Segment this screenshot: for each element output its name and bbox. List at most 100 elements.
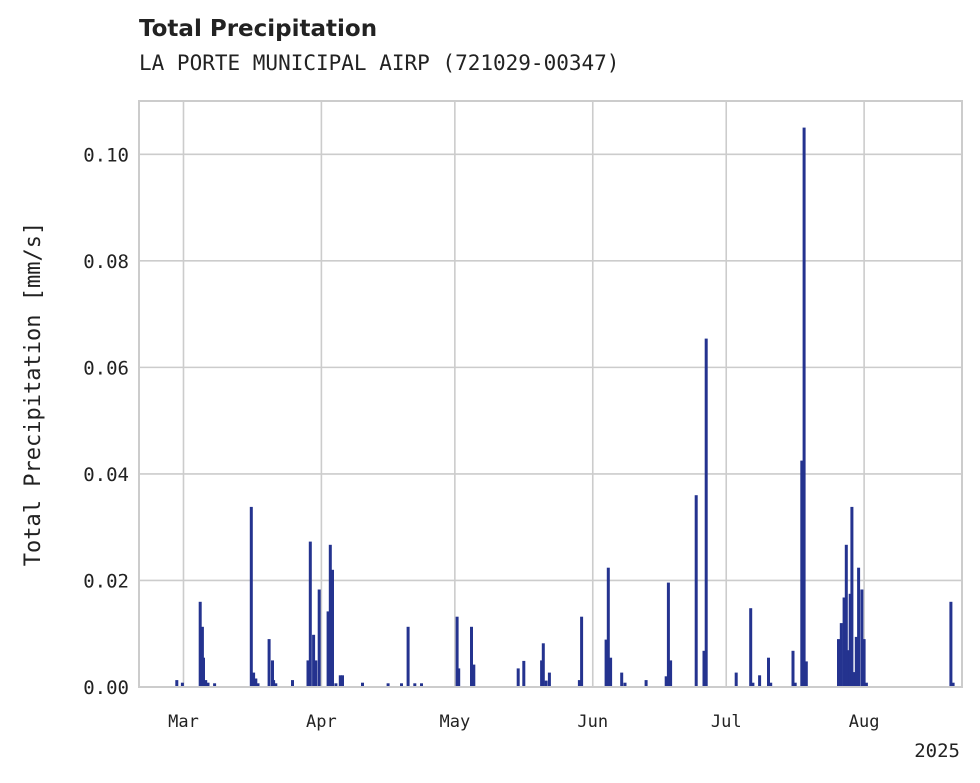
precip-bar (516, 668, 520, 687)
precip-bar (767, 657, 770, 687)
precip-bar (457, 668, 461, 687)
x-tick-label: Apr (306, 712, 337, 732)
x-tick-label: Mar (168, 712, 199, 732)
precip-bar (804, 661, 808, 687)
x-tick-label: May (439, 712, 470, 732)
precip-bar (949, 601, 953, 687)
precip-bar (334, 683, 338, 687)
precip-bar (254, 678, 258, 687)
precip-bar (308, 541, 312, 687)
precip-bar (291, 680, 294, 687)
precip-bar (749, 608, 753, 687)
chart-title: Total Precipitation (139, 16, 378, 42)
precip-bar (204, 680, 208, 687)
precip-bar (271, 660, 274, 687)
chart-subtitle: LA PORTE MUNICIPAL AIRP (721029-00347) (139, 51, 620, 75)
precip-bar (666, 582, 670, 687)
precip-bar (852, 672, 856, 687)
precip-bar (664, 676, 668, 687)
precip-bar (331, 569, 334, 687)
precip-bar (328, 544, 332, 687)
y-tick-label: 0.04 (83, 464, 129, 486)
precip-bar (669, 660, 673, 687)
x-tick-labels: Mar Apr May Jun Jul Aug (168, 712, 879, 732)
precip-bar (540, 660, 544, 687)
precip-bar (609, 657, 613, 687)
y-axis-label: Total Precipitation [mm/s] (21, 222, 46, 566)
x-tick-label: Aug (849, 712, 880, 732)
precip-bar (847, 650, 851, 687)
x-tick-label: Jun (577, 712, 608, 732)
precip-bar (604, 639, 608, 687)
y-tick-label: 0.02 (83, 570, 129, 592)
precip-bar (844, 544, 848, 687)
precip-bar (850, 506, 854, 687)
precip-bar (848, 593, 852, 687)
precip-bar (200, 626, 204, 687)
precip-bar (198, 601, 202, 687)
precip-bar (769, 682, 773, 687)
precip-bar (734, 672, 738, 687)
precip-bar (274, 683, 278, 687)
precip-bar (249, 506, 253, 687)
y-tick-label: 0.00 (83, 677, 129, 699)
precip-bar (420, 683, 423, 687)
precip-bar (793, 682, 797, 687)
precip-bar (580, 616, 584, 687)
precip-bar (306, 660, 310, 687)
precip-bar (206, 682, 210, 687)
precip-bar (791, 650, 795, 687)
precip-bar (839, 623, 843, 687)
precip-bar (623, 682, 627, 687)
precip-bar (256, 683, 260, 687)
precip-bar (577, 680, 581, 687)
plot-frame (138, 100, 963, 688)
y-tick-label: 0.08 (83, 251, 129, 273)
precip-bar (702, 650, 706, 687)
precip-bar (857, 567, 861, 687)
year-label: 2025 (914, 740, 960, 762)
precip-bar (338, 675, 342, 687)
precip-bar (252, 672, 256, 687)
precip-bar (341, 675, 344, 687)
precip-bar (472, 664, 476, 687)
precip-bar (326, 611, 330, 687)
precip-bar (644, 680, 648, 687)
precip-bar (406, 626, 410, 687)
precip-bar (202, 657, 205, 687)
precip-bar (213, 683, 217, 687)
precip-bar (837, 639, 840, 687)
precip-bar (541, 643, 545, 687)
precip-bar (862, 639, 866, 687)
precip-bar (758, 675, 762, 687)
precip-bar (312, 634, 316, 687)
precip-bar (413, 683, 417, 687)
precip-bar (704, 338, 708, 687)
precip-bar (802, 127, 806, 688)
precip-bar (180, 682, 184, 687)
bars-layer (175, 127, 955, 688)
precip-bar (317, 589, 321, 687)
y-tick-label: 0.10 (83, 144, 129, 166)
grid-layer (139, 101, 962, 688)
precip-bar (314, 660, 318, 687)
precip-bar (694, 495, 698, 687)
precip-bar (854, 636, 858, 687)
precip-bar (620, 672, 624, 687)
precip-bar (860, 589, 864, 687)
precip-bar (455, 616, 459, 687)
precip-bar (751, 682, 755, 687)
precip-bar (606, 567, 610, 687)
precip-bar (400, 683, 403, 687)
precip-bar (386, 683, 390, 687)
y-tick-labels: 0.00 0.02 0.04 0.06 0.08 0.10 (83, 144, 129, 699)
precip-bar (267, 639, 271, 687)
precip-bar (272, 680, 276, 687)
y-tick-label: 0.06 (83, 357, 129, 379)
precip-bar (175, 680, 179, 687)
precip-bar (842, 597, 846, 687)
precip-bar (361, 682, 364, 687)
precip-bar (547, 672, 551, 687)
precip-bar (470, 626, 473, 687)
